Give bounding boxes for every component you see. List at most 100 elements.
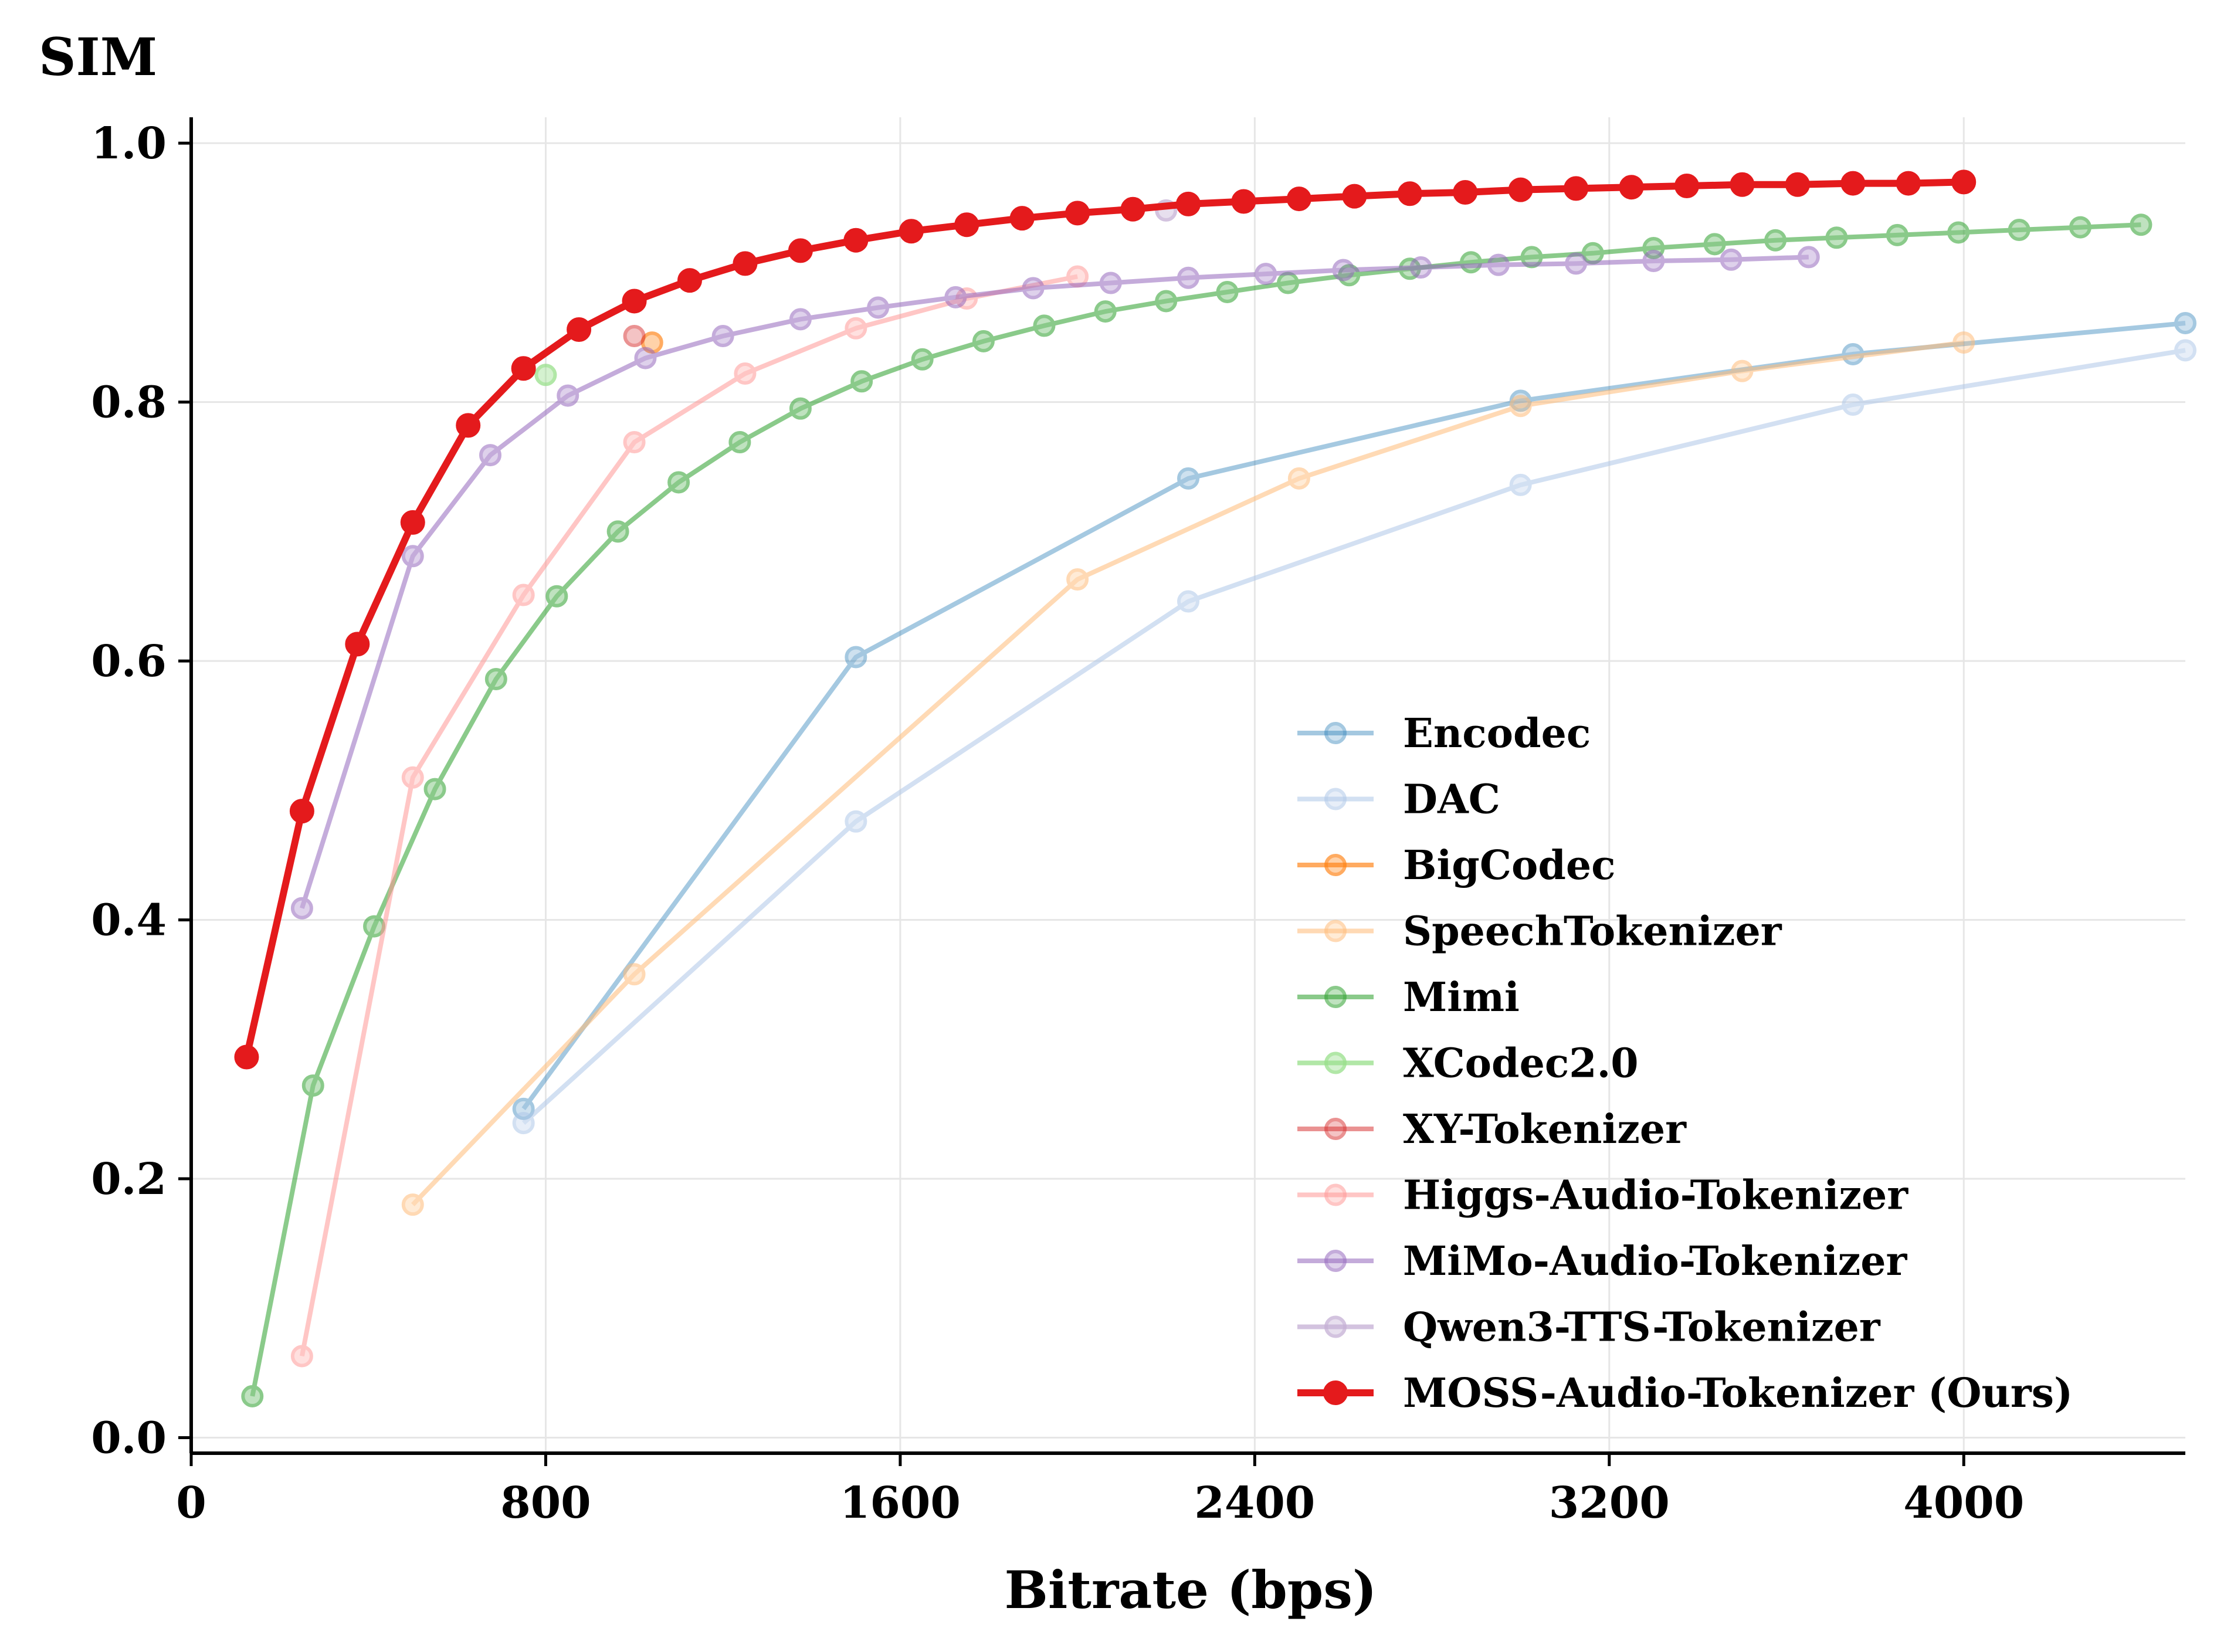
data-point — [1509, 395, 1532, 418]
data-point — [845, 317, 867, 340]
x-tick-label: 0 — [176, 1478, 206, 1528]
data-point — [534, 364, 557, 386]
series-line — [300, 255, 1809, 909]
legend-label: BigCodec — [1403, 842, 1616, 889]
data-point — [1842, 394, 1865, 416]
data-point — [1099, 272, 1122, 294]
data-point — [1564, 176, 1589, 201]
data-point — [1033, 314, 1056, 337]
data-point — [2130, 213, 2152, 236]
legend-item: XCodec2.0 — [1297, 1040, 1639, 1087]
data-point — [511, 356, 536, 381]
data-point — [677, 268, 702, 293]
data-point — [234, 1044, 259, 1070]
series-layer — [234, 169, 2196, 1407]
data-point — [1094, 300, 1117, 323]
ticks: 0 800 1600 2400 3200 4000 0.0 0.2 0.4 0.6 0.8 1.0 — [91, 118, 2024, 1528]
data-point — [479, 444, 501, 467]
legend-label: Encodec — [1403, 710, 1591, 757]
data-point — [899, 219, 924, 244]
data-point — [512, 584, 535, 606]
data-point — [623, 325, 646, 348]
data-point — [1460, 251, 1483, 274]
series-line — [522, 348, 2186, 1125]
series-line — [411, 340, 1964, 1206]
legend-item: Higgs-Audio-Tokenizer — [1297, 1172, 1908, 1219]
data-point — [850, 370, 873, 393]
legend-item: DAC — [1297, 776, 1500, 823]
legend-marker — [1324, 920, 1347, 942]
x-tick-label: 2400 — [1194, 1478, 1315, 1528]
data-point — [667, 471, 690, 494]
x-tick-label: 800 — [500, 1478, 591, 1528]
data-point — [557, 384, 579, 407]
legend-marker — [1324, 788, 1347, 810]
legend-marker — [1324, 1250, 1347, 1272]
data-point — [1840, 171, 1866, 196]
data-point — [711, 325, 734, 348]
data-point — [1947, 221, 1970, 244]
data-point — [1896, 171, 1921, 196]
data-point — [623, 431, 646, 454]
data-point — [301, 1074, 324, 1097]
data-point — [567, 317, 592, 342]
data-point — [484, 667, 507, 690]
data-point — [289, 799, 314, 824]
data-point — [1342, 184, 1367, 209]
legend-marker — [1323, 1380, 1348, 1405]
data-point — [1216, 280, 1239, 303]
data-point — [2174, 339, 2196, 362]
data-point — [1952, 331, 1975, 354]
data-point — [1508, 177, 1533, 202]
data-point — [1731, 359, 1754, 382]
data-point — [1509, 473, 1532, 496]
legend-label: Higgs-Audio-Tokenizer — [1403, 1172, 1908, 1219]
legend-item: SpeechTokenizer — [1297, 908, 1782, 955]
data-point — [1255, 263, 1277, 286]
series-group — [512, 339, 2196, 1135]
x-axis-title: Bitrate (bps) — [1005, 1559, 1377, 1620]
data-point — [1409, 256, 1432, 279]
data-point — [2008, 219, 2030, 242]
legend-label: Mimi — [1403, 974, 1520, 1021]
data-point — [1825, 226, 1848, 249]
legend: Encodec DAC BigCodec SpeechTokenizer Mimi XCo… — [1297, 710, 2073, 1417]
data-point — [401, 766, 424, 789]
data-point — [400, 510, 425, 535]
legend-marker — [1324, 1315, 1347, 1338]
data-point — [972, 330, 995, 352]
data-point — [1231, 189, 1256, 214]
data-point — [911, 348, 934, 371]
series-group — [241, 213, 2152, 1407]
data-point — [1730, 172, 1755, 197]
data-point — [423, 778, 446, 800]
series-group — [623, 325, 646, 348]
legend-label: MiMo-Audio-Tokenizer — [1403, 1238, 1908, 1285]
data-point — [788, 238, 813, 263]
data-point — [1797, 246, 1820, 269]
y-tick-label: 1.0 — [91, 118, 167, 169]
data-point — [1674, 173, 1699, 198]
legend-marker — [1324, 1183, 1347, 1206]
y-axis-title: SIM — [39, 26, 157, 87]
data-point — [456, 413, 481, 438]
data-point — [401, 545, 424, 568]
series-group — [534, 364, 557, 386]
data-point — [734, 362, 757, 385]
x-tick-label: 4000 — [1903, 1478, 2024, 1528]
data-point — [733, 251, 758, 276]
data-point — [1703, 233, 1726, 256]
legend-label: MOSS-Audio-Tokenizer (Ours) — [1403, 1370, 2073, 1417]
data-point — [843, 228, 869, 253]
legend-item: XY-Tokenizer — [1297, 1106, 1687, 1153]
data-point — [1066, 568, 1089, 591]
data-point — [845, 810, 867, 833]
data-point — [1565, 252, 1588, 275]
data-point — [401, 1193, 424, 1216]
data-point — [606, 520, 629, 543]
data-point — [1886, 223, 1908, 246]
series-line — [521, 321, 2186, 1111]
x-tick-label: 1600 — [840, 1478, 961, 1528]
data-point — [867, 296, 890, 319]
